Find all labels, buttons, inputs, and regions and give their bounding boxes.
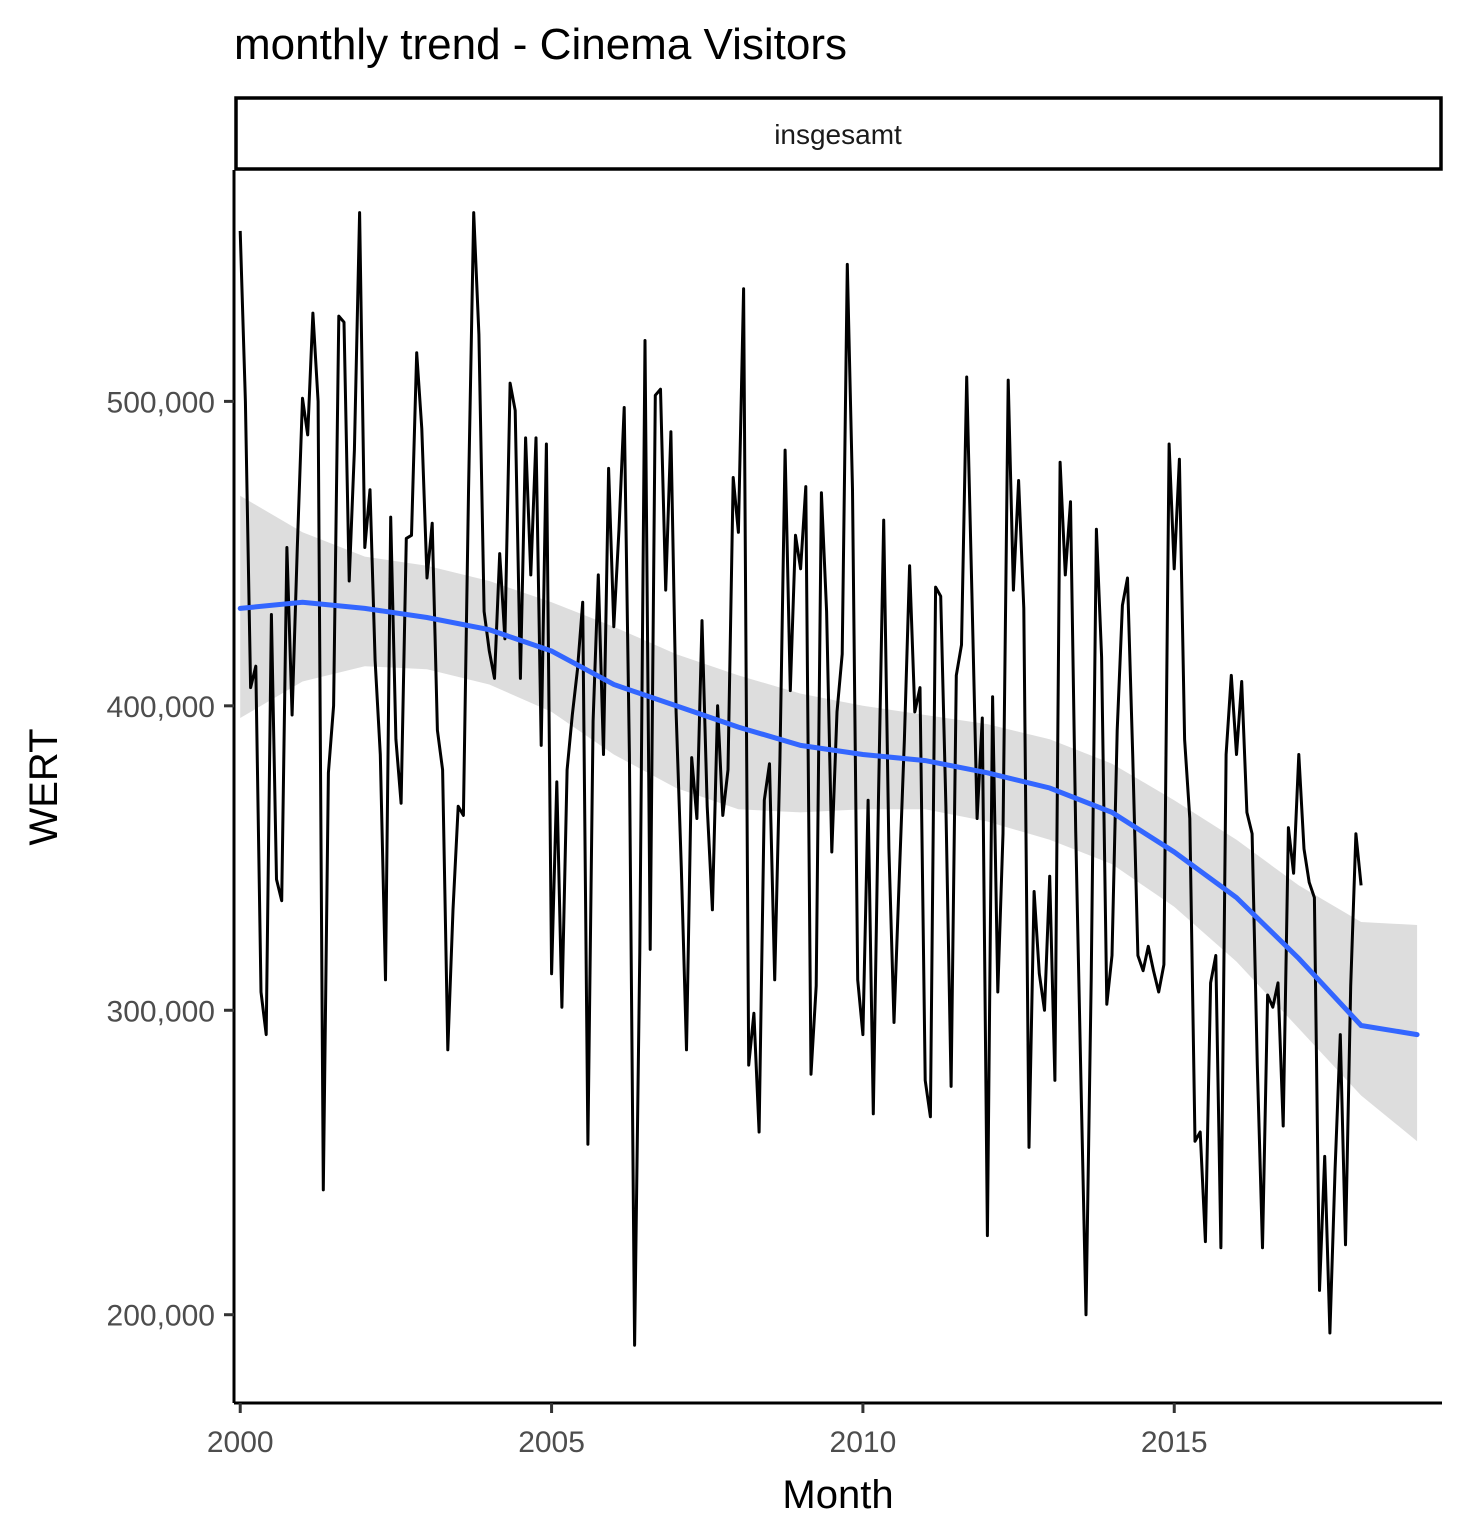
y-tick-label-400000: 400,000 <box>107 691 215 724</box>
facet-strip <box>234 96 1443 171</box>
confidence-ribbon <box>240 495 1418 1142</box>
smooth-trend-line <box>237 599 1420 1038</box>
y-axis-title: WERT <box>22 728 66 845</box>
x-tick-label-2000: 2000 <box>207 1426 274 1459</box>
x-axis-title: Month <box>782 1473 893 1517</box>
y-tick-label-500000: 500,000 <box>107 386 215 419</box>
y-tick-label-200000: 200,000 <box>107 1300 215 1333</box>
series-line-wert <box>238 211 1363 1347</box>
x-tick-label-2010: 2010 <box>830 1426 897 1459</box>
x-tick-label-2005: 2005 <box>518 1426 585 1459</box>
facet-strip-label: insgesamt <box>774 119 902 150</box>
y-tick-label-300000: 300,000 <box>107 995 215 1028</box>
x-tick-label-2015: 2015 <box>1141 1426 1208 1459</box>
chart-title: monthly trend - Cinema Visitors <box>234 20 847 69</box>
